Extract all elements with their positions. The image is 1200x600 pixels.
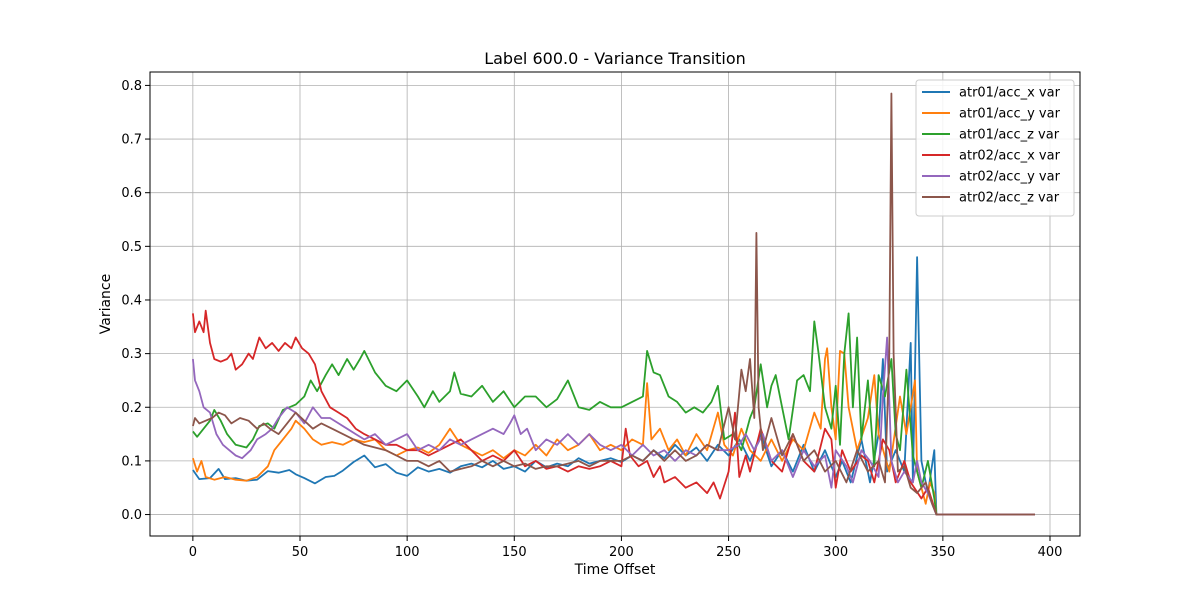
x-tick-label: 300 (823, 545, 848, 560)
y-tick-label: 0.1 (121, 454, 142, 469)
series-line-2 (192, 347, 1035, 516)
legend: atr01/acc_x var atr01/acc_y var atr01/acc_… (915, 79, 1075, 217)
legend-label: atr02/acc_z var (959, 191, 1060, 206)
series-line-1 (192, 256, 1035, 516)
x-tick-label: 50 (292, 545, 309, 560)
chart-title: Label 600.0 - Variance Transition (484, 49, 746, 68)
x-tick-label: 150 (502, 545, 527, 560)
axis-ticks: 0 50 100 150 200 250 300 350 400 0.0 0.1 0.2 0.3 0.4 0… (121, 79, 1062, 560)
x-tick-label: 100 (395, 545, 420, 560)
y-tick-label: 0.8 (121, 79, 142, 94)
legend-label: atr01/acc_y var (959, 107, 1061, 122)
plot-frame (149, 71, 1081, 537)
x-tick-label: 400 (1038, 545, 1063, 560)
x-tick-label: 250 (716, 545, 741, 560)
x-axis-label: Time Offset (574, 562, 656, 578)
x-tick-label: 0 (189, 545, 197, 560)
y-tick-label: 0.0 (121, 508, 142, 523)
y-tick-label: 0.7 (121, 133, 142, 148)
legend-box (915, 79, 1075, 217)
series-layer (192, 92, 1035, 516)
series-line-5 (192, 336, 1035, 516)
y-tick-label: 0.3 (121, 347, 142, 362)
legend-label: atr01/acc_x var (959, 86, 1061, 101)
y-axis-label: Variance (98, 274, 114, 334)
series-line-3 (192, 312, 1035, 516)
y-tick-label: 0.5 (121, 240, 142, 255)
legend-label: atr02/acc_x var (959, 149, 1061, 164)
x-tick-label: 350 (930, 545, 955, 560)
y-tick-label: 0.4 (121, 293, 142, 308)
legend-label: atr01/acc_z var (959, 128, 1060, 143)
x-tick-label: 200 (609, 545, 634, 560)
legend-label: atr02/acc_y var (959, 170, 1061, 185)
y-tick-label: 0.2 (121, 401, 142, 416)
y-tick-label: 0.6 (121, 186, 142, 201)
series-line-6 (192, 92, 1035, 516)
